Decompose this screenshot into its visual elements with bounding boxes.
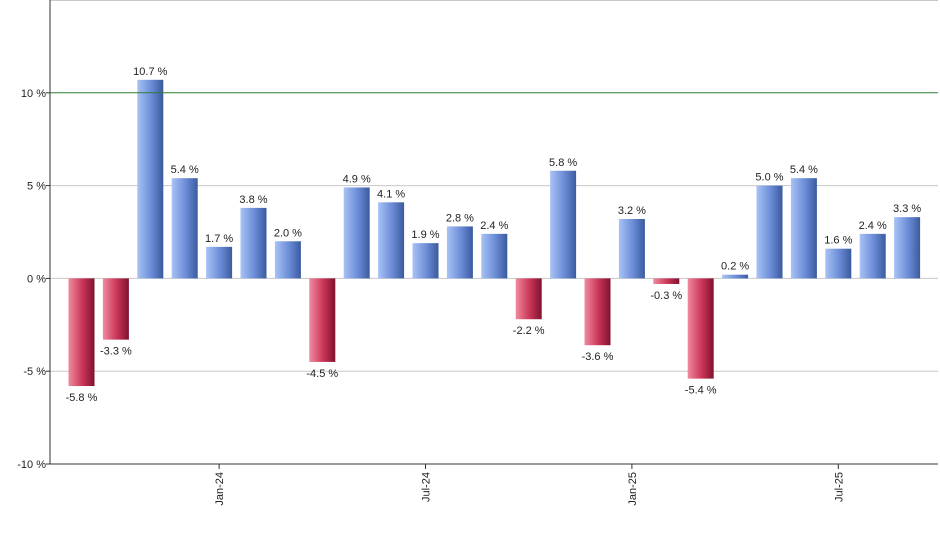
y-tick-label: -10 % xyxy=(17,459,46,471)
data-label: 5.0 % xyxy=(755,172,783,184)
x-tick-label: Jan-25 xyxy=(627,472,639,506)
data-label: 1.9 % xyxy=(411,229,439,241)
bar xyxy=(790,178,817,279)
bar xyxy=(343,187,370,279)
y-tick-label: 5 % xyxy=(27,181,46,193)
bar xyxy=(618,219,645,279)
data-label: 1.6 % xyxy=(824,235,852,247)
data-label: -3.3 % xyxy=(100,346,132,358)
bar xyxy=(825,248,852,279)
bar xyxy=(102,278,129,340)
x-tick-label: Jan-24 xyxy=(214,472,226,506)
bar xyxy=(859,233,886,279)
data-label: 4.9 % xyxy=(343,173,371,185)
bar xyxy=(756,185,783,279)
bar xyxy=(378,202,405,279)
data-label: -5.4 % xyxy=(685,385,717,397)
bars xyxy=(68,79,921,387)
bar xyxy=(584,278,611,346)
bar xyxy=(515,278,542,320)
data-label: 5.4 % xyxy=(171,164,199,176)
data-label: -4.5 % xyxy=(306,368,338,380)
data-label: 3.8 % xyxy=(239,194,267,206)
axes: 10 % 5 % 0 % -5 % -10 % Jan-24 Jul-24 Jan-25 Jul… xyxy=(17,0,938,506)
y-tick-label: 10 % xyxy=(21,88,46,100)
data-label: 0.2 % xyxy=(721,261,749,273)
bar xyxy=(206,246,233,279)
data-label: -0.3 % xyxy=(650,290,682,302)
bar xyxy=(446,226,473,279)
bar xyxy=(894,217,921,279)
data-label: 2.4 % xyxy=(859,220,887,232)
bar xyxy=(309,278,336,362)
data-label: -2.2 % xyxy=(513,325,545,337)
data-label: 3.2 % xyxy=(618,205,646,217)
data-label: -3.6 % xyxy=(582,351,614,363)
bar xyxy=(687,278,714,379)
data-label: 1.7 % xyxy=(205,233,233,245)
data-label: 5.8 % xyxy=(549,157,577,169)
bar xyxy=(481,233,508,279)
bar xyxy=(137,79,164,279)
bar xyxy=(171,178,198,279)
bar xyxy=(412,243,439,279)
y-tick-label: -5 % xyxy=(23,366,46,378)
data-label: 4.1 % xyxy=(377,188,405,200)
bar xyxy=(722,274,749,279)
data-label: 5.4 % xyxy=(790,164,818,176)
data-labels: -5.8 % -3.3 % 10.7 % 5.4 % 1.7 % 3.8 % 2.0 % -4… xyxy=(66,66,922,404)
data-label: 2.0 % xyxy=(274,227,302,239)
data-label: 10.7 % xyxy=(133,66,167,78)
data-label: 2.8 % xyxy=(446,212,474,224)
bar xyxy=(240,207,267,279)
y-tick-label: 0 % xyxy=(27,273,46,285)
x-tick-label: Jul-24 xyxy=(421,472,433,502)
bar xyxy=(653,278,680,284)
data-label: 2.4 % xyxy=(480,220,508,232)
x-tick-label: Jul-25 xyxy=(833,472,845,502)
bar xyxy=(274,241,301,279)
bar xyxy=(550,170,577,279)
bar xyxy=(68,278,95,387)
data-label: 3.3 % xyxy=(893,203,921,215)
data-label: -5.8 % xyxy=(66,392,98,404)
